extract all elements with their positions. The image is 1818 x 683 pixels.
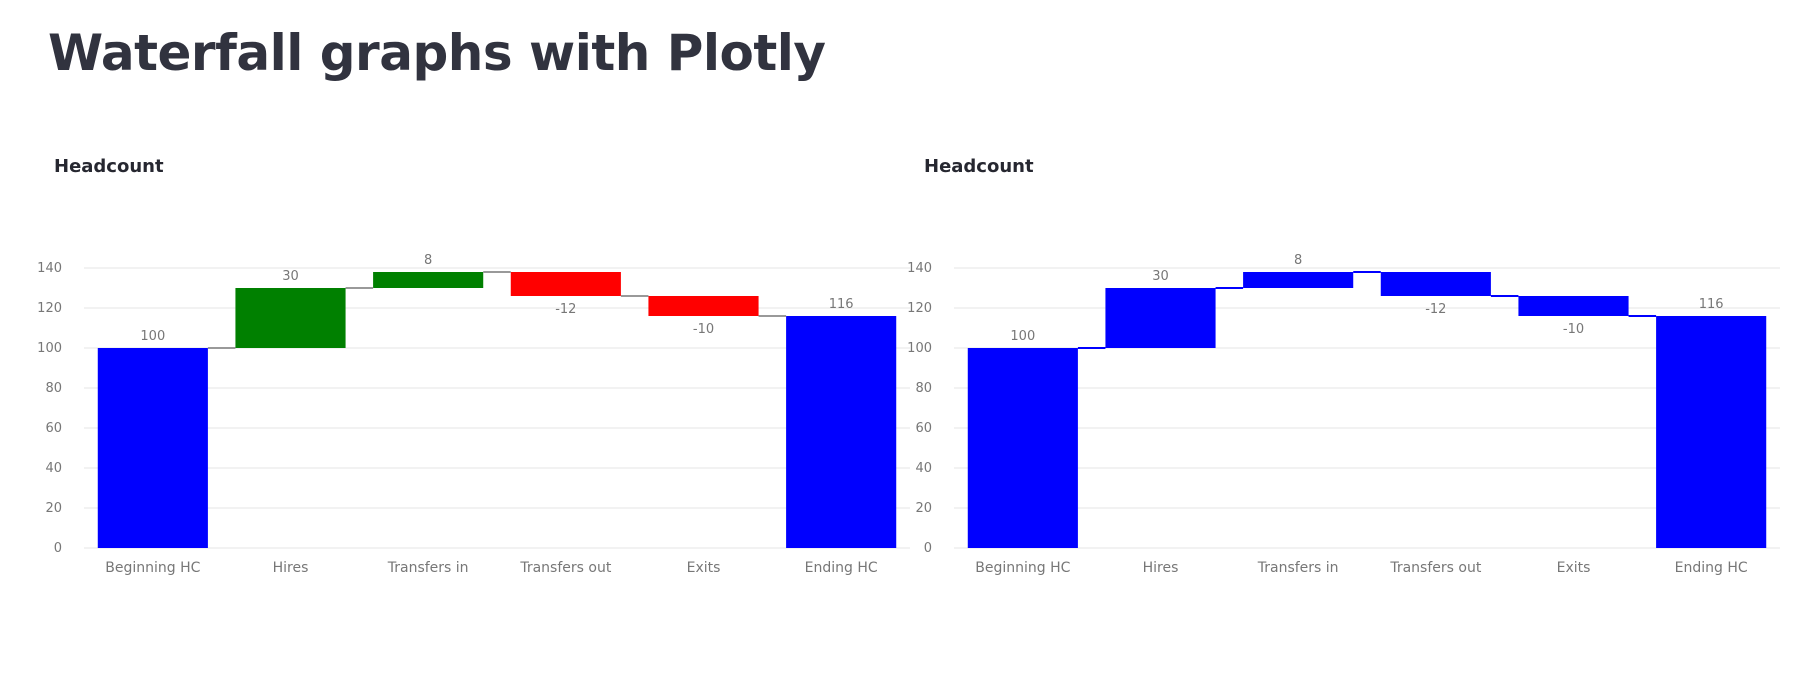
waterfall-bar[interactable] — [97, 348, 208, 548]
data-label: -12 — [555, 302, 576, 317]
y-tick-label: 60 — [915, 421, 932, 436]
waterfall-chart-right: Headcount 0 20 40 60 80 100 120 140 100 30 8 -12 -10… — [907, 150, 1780, 630]
y-tick-label: 20 — [45, 501, 62, 516]
y-tick-label: 40 — [915, 461, 932, 476]
data-label: -10 — [1563, 322, 1584, 337]
waterfall-bar[interactable] — [235, 288, 346, 348]
waterfall-chart-left: Headcount 0 20 40 60 80 100 120 140 100 30 8 -12 -10… — [37, 150, 910, 630]
chart-title: Headcount — [54, 156, 164, 177]
chart-title: Headcount — [924, 156, 1034, 177]
data-label: 8 — [1294, 253, 1302, 268]
waterfall-bar[interactable] — [1656, 316, 1767, 548]
data-label: 100 — [1010, 329, 1035, 344]
y-tick-label: 80 — [915, 381, 932, 396]
y-tick-label: 40 — [45, 461, 62, 476]
page-title: Waterfall graphs with Plotly — [48, 24, 826, 82]
x-tick-label: Ending HC — [805, 560, 878, 576]
data-label: 30 — [282, 269, 299, 284]
data-label: 100 — [140, 329, 165, 344]
y-tick-label: 120 — [37, 301, 62, 316]
waterfall-bar[interactable] — [1380, 272, 1491, 296]
waterfall-bar[interactable] — [1243, 272, 1354, 288]
waterfall-bar[interactable] — [967, 348, 1078, 548]
data-label: 8 — [424, 253, 432, 268]
y-tick-label: 0 — [54, 541, 62, 556]
x-tick-label: Beginning HC — [975, 560, 1070, 576]
chart-plot-left[interactable]: 0 20 40 60 80 100 120 140 100 30 8 -12 -10 116 Beginni… — [37, 150, 910, 630]
y-tick-label: 60 — [45, 421, 62, 436]
x-tick-label: Transfers in — [1257, 560, 1339, 576]
y-tick-label: 0 — [924, 541, 932, 556]
waterfall-bar[interactable] — [1105, 288, 1216, 348]
x-tick-label: Beginning HC — [105, 560, 200, 576]
data-label: 30 — [1152, 269, 1169, 284]
y-tick-label: 140 — [37, 261, 62, 276]
data-label: -12 — [1425, 302, 1446, 317]
data-label: -10 — [693, 322, 714, 337]
waterfall-bar[interactable] — [786, 316, 897, 548]
y-tick-label: 100 — [37, 341, 62, 356]
chart-plot-right[interactable]: 0 20 40 60 80 100 120 140 100 30 8 -12 -10 116 Beginni… — [907, 150, 1780, 630]
x-tick-label: Transfers out — [1389, 560, 1481, 576]
x-tick-label: Ending HC — [1675, 560, 1748, 576]
x-tick-label: Transfers in — [387, 560, 469, 576]
waterfall-bar[interactable] — [373, 272, 484, 288]
waterfall-bar[interactable] — [1518, 296, 1629, 316]
waterfall-bar[interactable] — [510, 272, 621, 296]
y-tick-label: 20 — [915, 501, 932, 516]
data-label: 116 — [829, 297, 854, 312]
x-tick-label: Transfers out — [519, 560, 611, 576]
x-tick-label: Hires — [273, 560, 309, 576]
x-tick-label: Exits — [1557, 560, 1591, 576]
y-tick-label: 100 — [907, 341, 932, 356]
data-label: 116 — [1699, 297, 1724, 312]
x-tick-label: Exits — [687, 560, 721, 576]
y-tick-label: 80 — [45, 381, 62, 396]
x-tick-label: Hires — [1143, 560, 1179, 576]
y-tick-label: 120 — [907, 301, 932, 316]
waterfall-bar[interactable] — [648, 296, 759, 316]
y-tick-label: 140 — [907, 261, 932, 276]
